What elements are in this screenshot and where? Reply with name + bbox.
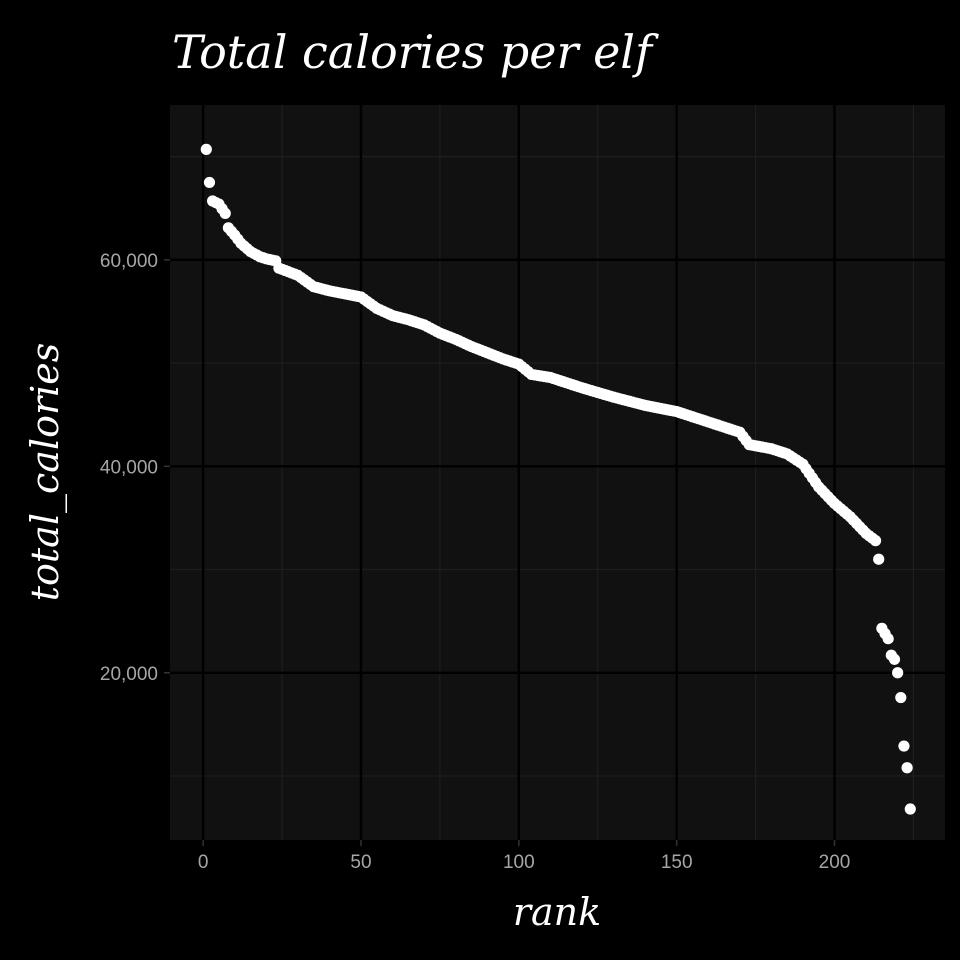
x-tick-label: 0 — [198, 852, 209, 873]
x-tick-label: 100 — [503, 852, 535, 873]
minor-gridlines — [170, 105, 945, 840]
data-point — [882, 633, 894, 645]
x-tick-label: 200 — [819, 852, 851, 873]
y-tick-label: 40,000 — [100, 457, 158, 478]
data-point — [203, 176, 216, 189]
data-point — [898, 740, 910, 752]
data-point — [219, 207, 231, 219]
data-point — [904, 803, 916, 815]
major-gridlines — [170, 105, 945, 840]
chart-title: Total calories per elf — [172, 25, 659, 79]
data-point — [901, 762, 913, 774]
y-tick-label: 20,000 — [100, 664, 158, 685]
x-tick-label: 150 — [661, 852, 693, 873]
data-point — [873, 553, 885, 565]
y-axis-title: total_calories — [23, 343, 68, 602]
data-point — [869, 535, 882, 547]
x-tick-label: 50 — [350, 852, 371, 873]
data-point — [892, 667, 904, 679]
data-points — [200, 143, 916, 815]
plot-panel — [170, 105, 945, 840]
data-point — [888, 653, 901, 665]
x-axis-title: rank — [513, 890, 601, 934]
x-axis-ticks: 0 50 100 150 200 — [198, 840, 851, 873]
y-tick-label: 60,000 — [100, 251, 158, 272]
y-axis-ticks: 20,000 40,000 60,000 — [100, 251, 170, 685]
data-point — [895, 691, 907, 704]
data-point — [200, 143, 212, 155]
